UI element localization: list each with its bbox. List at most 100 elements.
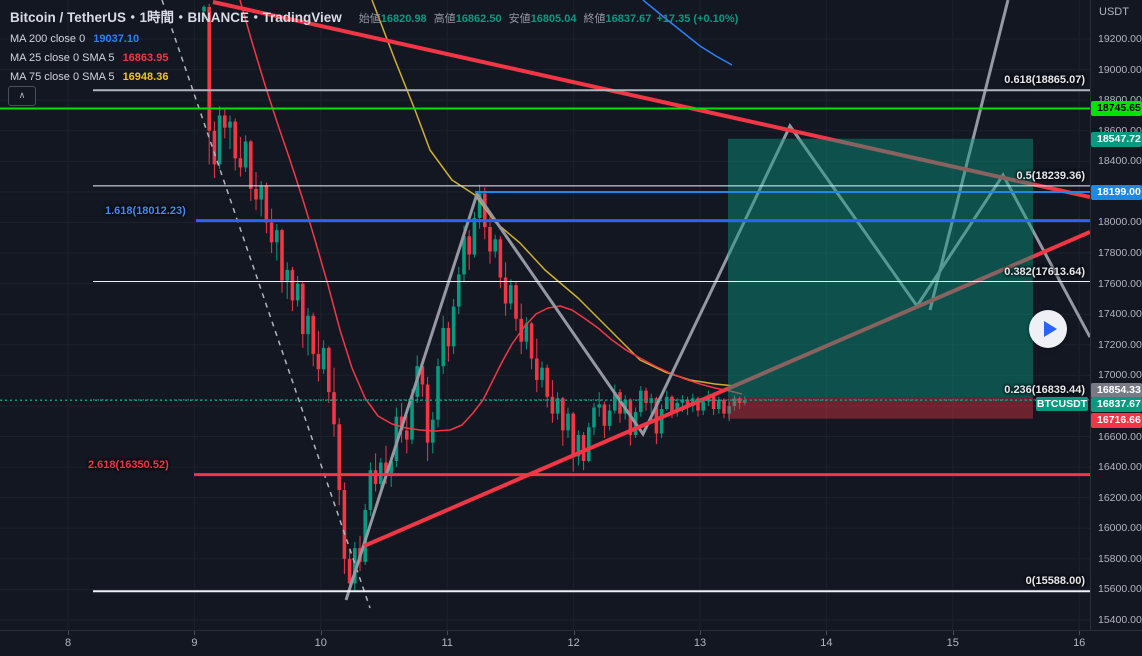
indicator-row[interactable]: MA 200 close 0 19037.10 xyxy=(10,33,738,45)
candle xyxy=(347,558,352,584)
ohlc-value: 16805.04 xyxy=(530,13,577,25)
price-tick: 18400.00 xyxy=(1098,155,1142,168)
price-tick: 15800.00 xyxy=(1098,552,1142,565)
candle xyxy=(254,188,258,200)
indicator-value: 16863.95 xyxy=(122,52,169,64)
candle xyxy=(607,410,612,426)
candle xyxy=(535,358,539,380)
candle xyxy=(446,327,451,347)
candle xyxy=(581,434,586,461)
fib-label-0.236[interactable]: 0.236(16839.44) xyxy=(1004,383,1085,396)
candle xyxy=(207,6,211,131)
time-tick-mark xyxy=(573,631,575,635)
candle xyxy=(732,398,737,406)
candle xyxy=(212,130,217,165)
candle xyxy=(592,407,596,428)
indicator-row[interactable]: MA 75 close 0 SMA 5 16948.36 xyxy=(10,71,738,83)
projection-ray-drawing[interactable] xyxy=(928,0,1010,311)
stop-zone-box[interactable] xyxy=(728,397,1033,419)
ma-200-line xyxy=(642,0,733,66)
indicator-label: MA 25 close 0 SMA 5 xyxy=(10,52,115,64)
time-tick-mark xyxy=(194,631,196,635)
price-tick: 17600.00 xyxy=(1098,277,1142,290)
candle xyxy=(717,399,721,410)
candle xyxy=(259,185,263,200)
zigzag-projection-drawing[interactable] xyxy=(344,123,1090,601)
price-label-16854.33[interactable]: 16854.33 xyxy=(1091,383,1142,398)
candle xyxy=(488,227,492,252)
time-tick-mark xyxy=(447,631,449,635)
candle xyxy=(587,427,591,461)
price-label-18199.00[interactable]: 18199.00 xyxy=(1091,185,1142,200)
ascending-trendline[interactable] xyxy=(363,230,1090,548)
ma-25-line xyxy=(239,0,743,432)
indicator-value: 19037.10 xyxy=(93,33,140,45)
candle xyxy=(285,269,289,281)
price-label-18745.65[interactable]: 18745.65 xyxy=(1091,101,1142,116)
ohlc-label: 終値 xyxy=(583,13,606,25)
candle xyxy=(451,306,456,347)
candle xyxy=(280,230,284,281)
candle xyxy=(529,323,534,359)
chart-plot-area[interactable] xyxy=(0,0,1090,630)
fib-label-0.382[interactable]: 0.382(17613.64) xyxy=(1004,265,1085,278)
target-zone-box[interactable] xyxy=(728,138,1033,398)
candle xyxy=(228,121,232,128)
candle xyxy=(238,158,243,168)
candle xyxy=(659,409,664,434)
candle xyxy=(441,327,445,367)
fib-label-0.618[interactable]: 0.618(18865.07) xyxy=(1004,74,1085,87)
dashed-trendline[interactable] xyxy=(161,0,371,609)
price-tick: 17400.00 xyxy=(1098,308,1142,321)
candle xyxy=(373,470,378,484)
indicator-row[interactable]: MA 25 close 0 SMA 5 16863.95 xyxy=(10,52,738,64)
fib-label-0.5[interactable]: 0.5(18239.36) xyxy=(1016,169,1086,182)
play-icon xyxy=(1044,321,1057,337)
candle xyxy=(503,277,508,304)
candle xyxy=(410,396,414,440)
candle xyxy=(327,347,331,393)
chart-legend: Bitcoin / TetherUS・1時間・BINANCE・TradingVi… xyxy=(10,6,738,83)
price-tick: 17800.00 xyxy=(1098,247,1142,260)
descending-trendline[interactable] xyxy=(212,0,1090,199)
time-tick-mark xyxy=(68,631,69,635)
candle xyxy=(571,413,575,457)
price-label-16837.67[interactable]: 16837.67 xyxy=(1091,397,1142,412)
price-tick: 16200.00 xyxy=(1098,491,1142,504)
time-label-16: 16 xyxy=(1073,637,1086,649)
price-tick: 19200.00 xyxy=(1098,33,1142,45)
price-label-16716.66[interactable]: 16716.66 xyxy=(1091,413,1142,428)
candle xyxy=(332,392,336,425)
candle xyxy=(477,193,482,218)
symbol-price-tag[interactable]: BTCUSDT xyxy=(1036,397,1088,411)
candle xyxy=(711,395,716,410)
symbol-title-row[interactable]: Bitcoin / TetherUS・1時間・BINANCE・TradingVi… xyxy=(10,6,738,26)
time-label-13: 13 xyxy=(693,637,707,649)
price-tick: 17000.00 xyxy=(1098,369,1142,382)
fib-label-1.618[interactable]: 1.618(18012.23) xyxy=(105,204,186,217)
replay-play-button[interactable] xyxy=(1029,310,1067,348)
symbol-title[interactable]: Bitcoin / TetherUS・1時間・BINANCE・TradingVi… xyxy=(10,10,342,25)
candle xyxy=(550,396,555,414)
candle xyxy=(316,353,321,370)
candle xyxy=(394,416,399,461)
candle xyxy=(701,401,705,411)
candle xyxy=(493,239,497,252)
price-axis[interactable]: USDT 19200.0019000.0018800.0018600.00184… xyxy=(1090,0,1142,630)
time-axis[interactable]: 8 9 10 11 12 13 14 15 16 xyxy=(0,630,1142,656)
legend-collapse-button[interactable]: ∧ xyxy=(8,86,36,106)
candle xyxy=(613,392,617,411)
candle xyxy=(524,323,529,342)
candle xyxy=(269,222,274,243)
candle xyxy=(243,141,248,168)
candle xyxy=(514,285,518,319)
candle xyxy=(405,430,409,440)
price-label-18547.72[interactable]: 18547.72 xyxy=(1091,132,1142,147)
candle xyxy=(467,236,471,255)
candlestick-series xyxy=(202,3,747,592)
candle xyxy=(675,402,679,413)
candle xyxy=(540,367,544,380)
fib-label-2.618[interactable]: 2.618(16350.52) xyxy=(88,458,169,471)
fib-label-0[interactable]: 0(15588.00) xyxy=(1025,575,1085,588)
